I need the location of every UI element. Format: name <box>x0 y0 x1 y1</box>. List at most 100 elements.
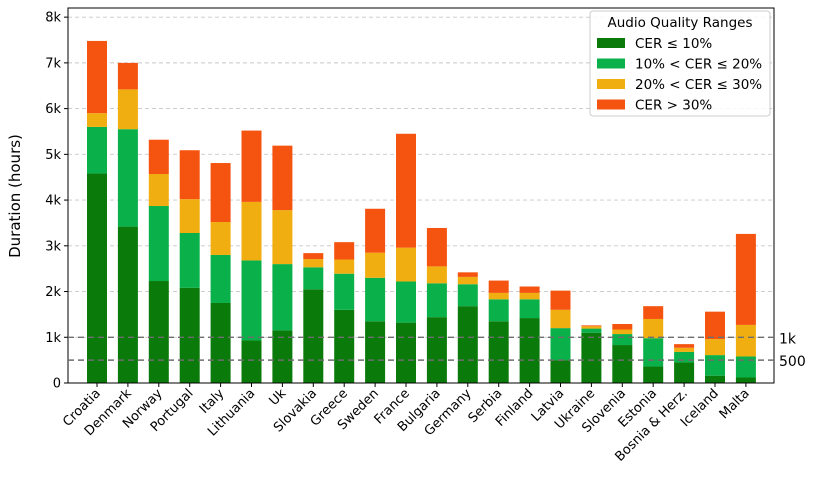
reference-line-label-2: 500 <box>779 354 806 370</box>
legend-swatch-1 <box>597 38 625 48</box>
reference-line-label-1: 1k <box>779 331 797 347</box>
x-tick-label-22: Malta <box>717 386 753 422</box>
bar-4-1 <box>87 40 107 114</box>
bar-4-13 <box>457 272 478 277</box>
bar-1-15 <box>519 318 540 383</box>
bar-2-5 <box>210 254 231 303</box>
bar-3-1 <box>87 113 107 127</box>
bar-3-18 <box>612 329 633 335</box>
bar-1-3 <box>148 281 169 383</box>
bar-1-5 <box>210 302 231 383</box>
bar-4-6 <box>241 130 262 202</box>
bar-1-6 <box>241 340 262 383</box>
bar-4-4 <box>179 150 200 200</box>
legend-label-2: 10% < CER ≤ 20% <box>635 57 762 73</box>
bar-4-22 <box>735 233 756 325</box>
bar-3-5 <box>210 222 231 255</box>
bar-4-8 <box>303 253 324 260</box>
x-tick-label-7: Uk <box>267 386 290 409</box>
bar-2-8 <box>303 267 324 290</box>
bar-1-17 <box>581 332 602 383</box>
bar-4-11 <box>396 133 416 248</box>
bar-4-17 <box>581 325 602 327</box>
bar-2-17 <box>581 328 602 333</box>
bar-2-4 <box>179 233 200 288</box>
bar-1-22 <box>735 377 756 383</box>
bar-3-2 <box>117 89 138 130</box>
legend-label-3: 20% < CER ≤ 30% <box>635 77 762 93</box>
bar-3-12 <box>426 266 447 284</box>
legend-swatch-3 <box>597 79 625 89</box>
y-tick-label-6: 6k <box>45 102 61 117</box>
bar-2-3 <box>148 206 169 282</box>
bar-1-2 <box>117 226 138 383</box>
y-tick-label-1: 1k <box>45 331 61 346</box>
bar-1-18 <box>612 345 633 383</box>
bar-4-18 <box>612 324 633 330</box>
bar-4-12 <box>426 227 447 267</box>
bar-3-14 <box>488 292 509 300</box>
bar-2-11 <box>396 281 416 323</box>
bar-3-19 <box>643 318 664 339</box>
bar-2-9 <box>334 273 355 310</box>
bar-2-16 <box>550 328 571 361</box>
bar-1-9 <box>334 309 355 383</box>
bar-1-12 <box>426 317 447 383</box>
y-tick-label-8: 8k <box>45 11 61 26</box>
legend-label-1: CER ≤ 10% <box>635 36 712 52</box>
bar-1-7 <box>272 330 293 383</box>
bar-2-18 <box>612 334 633 346</box>
bar-1-21 <box>705 375 725 383</box>
bar-3-13 <box>457 276 478 285</box>
bar-4-14 <box>488 280 509 293</box>
bar-3-16 <box>550 309 571 329</box>
bar-3-11 <box>396 247 416 282</box>
bar-4-19 <box>643 306 664 319</box>
bar-4-9 <box>334 242 355 260</box>
y-tick-label-4: 4k <box>45 194 61 209</box>
y-axis-title: Duration (hours) <box>6 134 24 258</box>
bar-3-3 <box>148 174 169 207</box>
bar-2-6 <box>241 260 262 341</box>
bar-1-1 <box>87 173 107 383</box>
bar-2-20 <box>674 351 695 363</box>
bar-2-12 <box>426 283 447 318</box>
bar-1-8 <box>303 289 324 383</box>
y-tick-label-5: 5k <box>45 148 61 163</box>
bar-4-20 <box>674 344 695 348</box>
bar-3-17 <box>581 326 602 329</box>
bar-4-10 <box>365 208 386 253</box>
bar-2-22 <box>735 356 756 378</box>
bar-1-20 <box>674 362 695 383</box>
bar-4-16 <box>550 290 571 310</box>
bar-1-4 <box>179 287 200 383</box>
bar-1-11 <box>396 322 416 383</box>
bar-4-5 <box>210 163 231 223</box>
bar-3-10 <box>365 252 386 278</box>
y-tick-label-0: 0 <box>53 377 61 392</box>
bar-3-4 <box>179 199 200 233</box>
bar-3-15 <box>519 292 540 300</box>
y-tick-label-7: 7k <box>45 56 61 71</box>
bar-2-2 <box>117 129 138 227</box>
bar-2-19 <box>643 338 664 367</box>
bar-1-19 <box>643 366 664 383</box>
legend-title: Audio Quality Ranges <box>607 15 752 31</box>
bar-1-16 <box>550 360 571 383</box>
bar-3-21 <box>705 339 725 356</box>
y-tick-label-2: 2k <box>45 285 61 300</box>
bar-2-15 <box>519 299 540 319</box>
bar-2-1 <box>87 126 107 174</box>
bar-4-3 <box>148 139 169 175</box>
bar-3-9 <box>334 259 355 274</box>
bar-1-13 <box>457 306 478 383</box>
y-tick-label-3: 3k <box>45 239 61 254</box>
legend-swatch-4 <box>597 99 625 110</box>
bar-3-8 <box>303 259 324 268</box>
plot-frame <box>67 7 775 384</box>
bar-3-7 <box>272 210 293 265</box>
bar-1-14 <box>488 321 509 383</box>
bar-3-22 <box>735 324 756 357</box>
bar-1-10 <box>365 321 386 383</box>
bar-4-15 <box>519 286 540 293</box>
